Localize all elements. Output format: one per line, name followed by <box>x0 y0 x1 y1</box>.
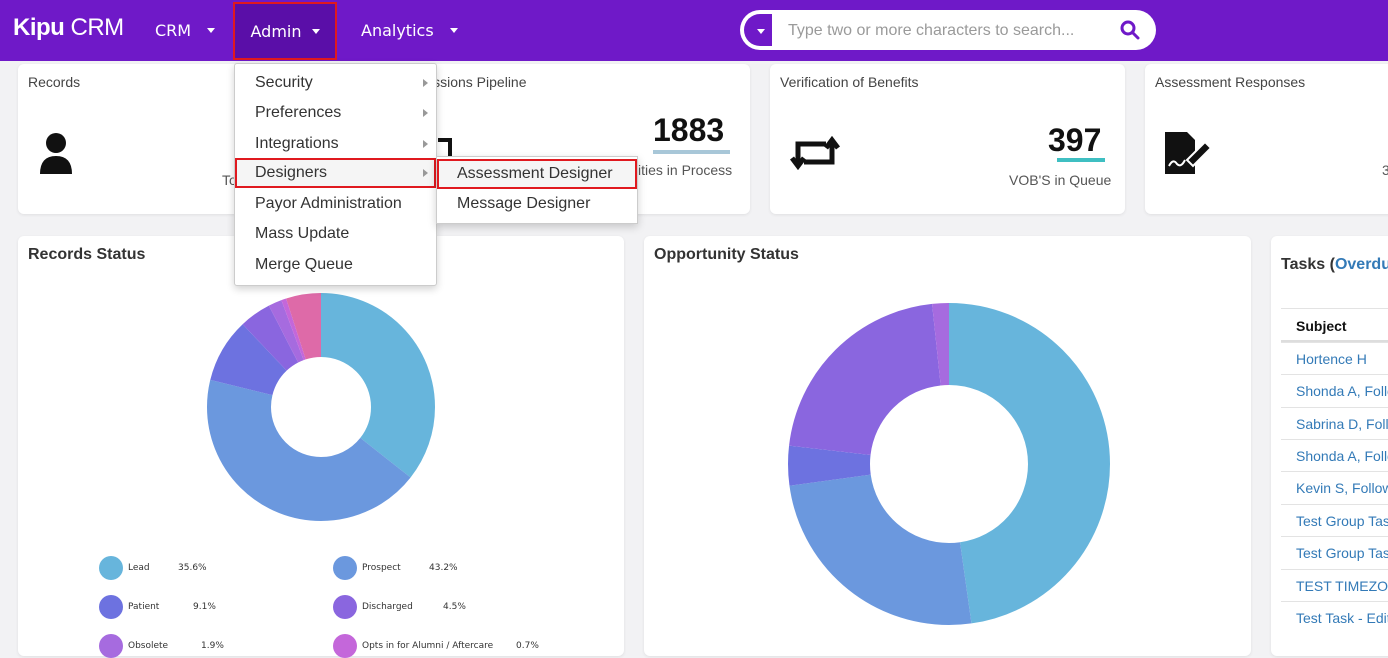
records-status-donut-chart <box>207 293 435 521</box>
panel-tasks: Tasks (Overdu Subject <box>1271 236 1388 656</box>
menu-item-preferences[interactable]: Preferences <box>235 98 436 128</box>
table-row[interactable]: Test Task - Edit <box>1281 601 1388 633</box>
menu-item-mass-update[interactable]: Mass Update <box>255 225 350 242</box>
menu-item-integrations[interactable]: Integrations <box>235 129 436 159</box>
card-title: Records <box>28 74 81 90</box>
pipeline-underline <box>653 150 730 154</box>
legend-swatch[interactable] <box>333 634 357 658</box>
top-navbar: Kipu CRM CRM Admin Analytics <box>0 0 1388 61</box>
table-row[interactable]: Test Group Tas <box>1281 536 1388 568</box>
menu-item-security[interactable]: Security <box>235 68 436 98</box>
menu-item-merge-queue[interactable]: Merge Queue <box>255 256 353 273</box>
nav-crm[interactable]: CRM <box>155 0 216 61</box>
chevron-right-icon <box>423 79 428 87</box>
chevron-down-icon <box>311 28 320 34</box>
table-row[interactable]: Shonda A, Follo <box>1281 374 1388 406</box>
table-row[interactable]: Test Group Tas <box>1281 504 1388 536</box>
legend-swatch[interactable] <box>99 556 123 580</box>
chevron-right-icon <box>423 169 428 177</box>
search-icon[interactable] <box>1120 20 1140 40</box>
donut-slice-5 <box>788 303 1110 625</box>
legend-swatch[interactable] <box>99 634 123 658</box>
donut-slice-3 <box>788 303 1110 625</box>
card-verification-of-benefits: Verification of Benefits 397 VOB'S in Qu… <box>770 64 1125 214</box>
nav-admin[interactable]: Admin <box>233 2 337 60</box>
chevron-right-icon <box>423 109 428 117</box>
menu-item-assessment-designer[interactable]: Assessment Designer <box>437 159 637 189</box>
chevron-down-icon <box>449 28 458 33</box>
panel-records-status: Records Status Lead 35.6% Prospect 43.2%… <box>18 236 624 658</box>
card-assessment-responses: Assessment Responses 3 <box>1145 64 1388 214</box>
vob-underline <box>1057 158 1105 162</box>
table-row[interactable]: Kevin S, Follow <box>1281 471 1388 503</box>
table-row[interactable]: TEST TIMEZON <box>1281 569 1388 601</box>
user-icon <box>40 133 72 174</box>
panel-title: Tasks (Overdu <box>1281 256 1388 274</box>
menu-item-designers[interactable]: Designers <box>235 158 436 188</box>
designers-submenu: Assessment Designer Message Designer <box>436 156 638 224</box>
panel-opportunity-status: Opportunity Status <box>644 236 1251 656</box>
global-search <box>740 10 1156 50</box>
legend-swatch[interactable] <box>333 556 357 580</box>
admin-dropdown-menu: Security Preferences Integrations Design… <box>234 63 437 286</box>
chevron-right-icon <box>423 140 428 148</box>
donut-slice-prospect <box>207 293 435 521</box>
pipeline-count: 1883 <box>653 112 725 148</box>
donut-slice-other <box>207 293 435 521</box>
donut-slice-2 <box>788 303 1110 625</box>
legend-swatch[interactable] <box>99 595 123 619</box>
chevron-down-icon <box>207 28 216 33</box>
table-row[interactable]: Shonda A, Follo <box>1281 439 1388 471</box>
panel-title: Records Status <box>28 246 146 263</box>
overdue-tasks-link[interactable]: Overdu <box>1334 256 1388 273</box>
nav-analytics[interactable]: Analytics <box>361 0 458 61</box>
search-input[interactable] <box>786 18 1110 44</box>
table-row[interactable]: Sabrina D, Follo <box>1281 407 1388 439</box>
opportunity-status-donut-chart <box>788 303 1110 625</box>
search-scope-dropdown[interactable] <box>744 14 772 46</box>
retweet-icon <box>790 136 840 170</box>
pipeline-icon <box>438 138 452 156</box>
vob-count: 397 <box>1048 122 1102 158</box>
legend-swatch[interactable] <box>333 595 357 619</box>
file-signature-icon <box>1165 132 1211 174</box>
menu-item-payor-administration[interactable]: Payor Administration <box>255 195 402 212</box>
app-logo[interactable]: Kipu CRM <box>13 14 124 41</box>
menu-item-message-designer[interactable]: Message Designer <box>457 195 591 212</box>
column-header-subject[interactable]: Subject <box>1281 308 1388 342</box>
table-row[interactable]: Hortence H <box>1281 342 1388 374</box>
